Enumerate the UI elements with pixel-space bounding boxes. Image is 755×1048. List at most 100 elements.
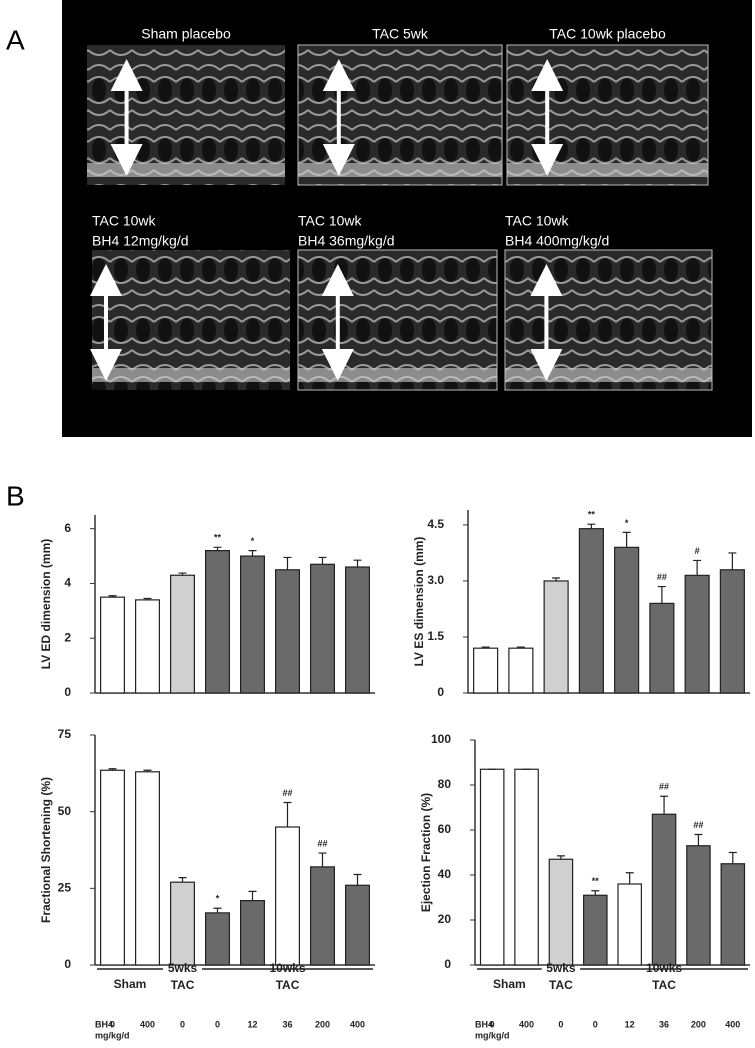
error-bar: [591, 890, 600, 896]
bar: [651, 813, 677, 966]
y-tick-label: 0: [64, 957, 71, 971]
error-bar: [248, 550, 257, 557]
bar: [578, 528, 604, 694]
y-tick-label: 40: [438, 867, 452, 881]
error-bar: [108, 768, 117, 771]
error-bar: [622, 531, 631, 548]
bar: [479, 768, 505, 966]
significance-mark: ##: [317, 838, 327, 848]
x-tick-label: 0: [180, 1019, 185, 1029]
bar: [543, 580, 569, 694]
error-bar: [178, 572, 187, 576]
bar: [614, 546, 640, 694]
significance-mark: *: [251, 536, 255, 546]
echo-band: [298, 368, 497, 382]
y-tick-label: 3.0: [427, 573, 444, 587]
x-tick-label: 400: [725, 1019, 740, 1029]
bar: [508, 647, 534, 694]
error-bar: [213, 546, 222, 551]
significance-mark: **: [214, 533, 222, 543]
image-caption: BH4 400mg/kg/d: [505, 233, 609, 249]
x-tick-label: 400: [140, 1019, 155, 1029]
group-label: 10wks: [646, 961, 682, 975]
dose-label: BH4: [95, 1019, 113, 1029]
y-tick-label: 6: [64, 521, 71, 535]
y-tick-label: 25: [58, 881, 72, 895]
error-bar: [143, 597, 152, 600]
error-bar: [283, 556, 292, 570]
y-tick-label: 0: [64, 685, 71, 699]
y-axis-title: LV ES dimension (mm): [412, 537, 426, 667]
error-bar: [108, 595, 117, 598]
bar: [135, 599, 161, 694]
y-tick-label: 20: [438, 912, 452, 926]
y-tick-label: 2: [64, 630, 71, 644]
x-tick-label: 0: [558, 1019, 563, 1029]
bar: [514, 768, 539, 966]
bar: [617, 883, 642, 966]
y-tick-label: 100: [431, 732, 451, 746]
x-tick-label: 0: [593, 1019, 598, 1029]
group-label: TAC: [652, 978, 676, 992]
bar: [99, 596, 125, 694]
bar: [170, 881, 196, 966]
bar: [720, 863, 746, 966]
y-axis-title: Fractional Shortening (%): [39, 777, 53, 923]
significance-mark: ##: [693, 820, 703, 830]
error-bar: [587, 523, 596, 529]
y-axis-title: LV ED dimension (mm): [39, 539, 53, 669]
bar: [310, 866, 336, 966]
y-tick-label: 0: [444, 957, 451, 971]
group-label: 5wks: [168, 961, 198, 975]
bar: [686, 845, 711, 966]
y-tick-label: 50: [58, 804, 72, 818]
bar: [548, 858, 574, 966]
x-tick-label: 0: [215, 1019, 220, 1029]
error-bar: [657, 585, 666, 604]
bar: [684, 574, 710, 694]
echo-band: [505, 368, 712, 382]
x-tick-label: 36: [659, 1019, 669, 1029]
bar: [583, 894, 608, 966]
bar: [205, 549, 231, 694]
bar: [275, 569, 301, 694]
error-bar: [318, 852, 327, 867]
error-bar: [353, 873, 362, 886]
error-bar: [318, 556, 327, 565]
bar: [719, 569, 745, 694]
echo-band: [92, 368, 290, 382]
significance-mark: ##: [282, 788, 292, 798]
image-caption: Sham placebo: [141, 26, 231, 42]
echo-band: [507, 163, 708, 177]
dose-label: BH4: [475, 1019, 493, 1029]
y-tick-label: 4.5: [427, 517, 444, 531]
echo-image: [92, 250, 290, 390]
x-tick-label: 12: [625, 1019, 635, 1029]
x-tick-label: 200: [691, 1019, 706, 1029]
error-bar: [556, 855, 565, 860]
error-bar: [353, 559, 362, 568]
dose-label: mg/kg/d: [95, 1030, 130, 1040]
x-tick-label: 12: [247, 1019, 257, 1029]
error-bar: [283, 801, 292, 827]
panel-label: A: [6, 24, 25, 55]
image-caption: TAC 10wk placebo: [549, 26, 666, 42]
error-bar: [694, 833, 703, 846]
group-label: TAC: [171, 978, 195, 992]
error-bar: [728, 552, 737, 570]
echo-band: [298, 163, 502, 177]
image-caption: TAC 10wk: [92, 213, 157, 229]
x-tick-label: 0: [110, 1019, 115, 1029]
echo-band: [87, 163, 285, 177]
image-caption: BH4 36mg/kg/d: [298, 233, 395, 249]
bar: [649, 602, 675, 694]
bar: [240, 555, 266, 694]
error-bar: [625, 872, 634, 884]
significance-mark: *: [625, 518, 629, 528]
error-bar: [143, 769, 152, 772]
significance-mark: ##: [657, 572, 667, 582]
y-tick-label: 1.5: [427, 629, 444, 643]
x-tick-label: 400: [519, 1019, 534, 1029]
